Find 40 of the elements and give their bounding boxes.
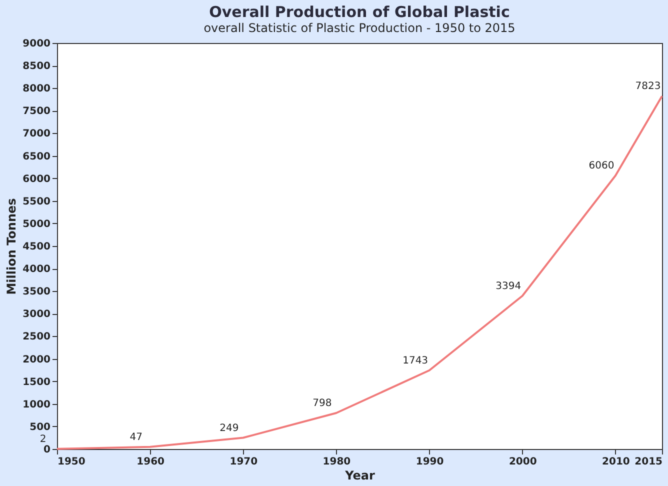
x-axis-title: Year — [344, 468, 375, 482]
x-tick-label: 2000 — [508, 456, 537, 468]
y-axis-title: Million Tonnes — [4, 198, 19, 295]
x-tick-label: 1970 — [230, 456, 258, 468]
y-tick-label: 9000 — [22, 38, 51, 50]
y-tick-label: 1500 — [22, 376, 51, 388]
y-tick-label: 3000 — [22, 309, 51, 320]
y-tick-label: 5000 — [22, 218, 51, 230]
y-tick-label: 500 — [30, 422, 51, 433]
y-tick-label: 1000 — [22, 399, 51, 410]
line-series — [56, 95, 663, 450]
y-tick-label: 2500 — [22, 332, 51, 343]
y-tick-label: 8500 — [22, 61, 51, 72]
x-tick-label: 1950 — [58, 456, 86, 468]
data-label: 1743 — [402, 355, 428, 366]
y-tick-label: 0 — [44, 444, 51, 456]
data-label: 47 — [130, 432, 142, 443]
data-label: 249 — [220, 422, 239, 434]
data-label: 798 — [312, 398, 332, 409]
data-label: 3394 — [496, 280, 522, 292]
x-tick-label: 1960 — [136, 456, 165, 468]
data-label: 7823 — [635, 81, 661, 92]
chart-title: Overall Production of Global Plastic — [209, 3, 510, 21]
y-tick-label: 3500 — [22, 286, 51, 298]
y-tick-label: 2000 — [22, 354, 51, 366]
data-label: 6060 — [588, 160, 614, 172]
x-tick-label: 1990 — [416, 456, 444, 468]
y-tick-label: 8000 — [22, 84, 51, 95]
y-tick-label: 7500 — [22, 106, 51, 118]
x-tick-label: 2015 — [634, 456, 663, 468]
y-tick-label: 5500 — [22, 196, 51, 208]
y-tick-label: 6500 — [22, 151, 51, 162]
y-tick-label: 4500 — [22, 242, 51, 252]
chart-subtitle: overall Statistic of Plastic Production - 1950 to 2015 — [204, 21, 516, 35]
y-tick-label: 4000 — [22, 264, 51, 276]
x-tick-label: 1980 — [322, 456, 351, 468]
y-tick-label: 6000 — [22, 174, 51, 185]
y-tick-label: 7000 — [22, 128, 51, 140]
data-label: 2 — [40, 434, 46, 445]
x-tick-label: 2010 — [602, 456, 630, 468]
